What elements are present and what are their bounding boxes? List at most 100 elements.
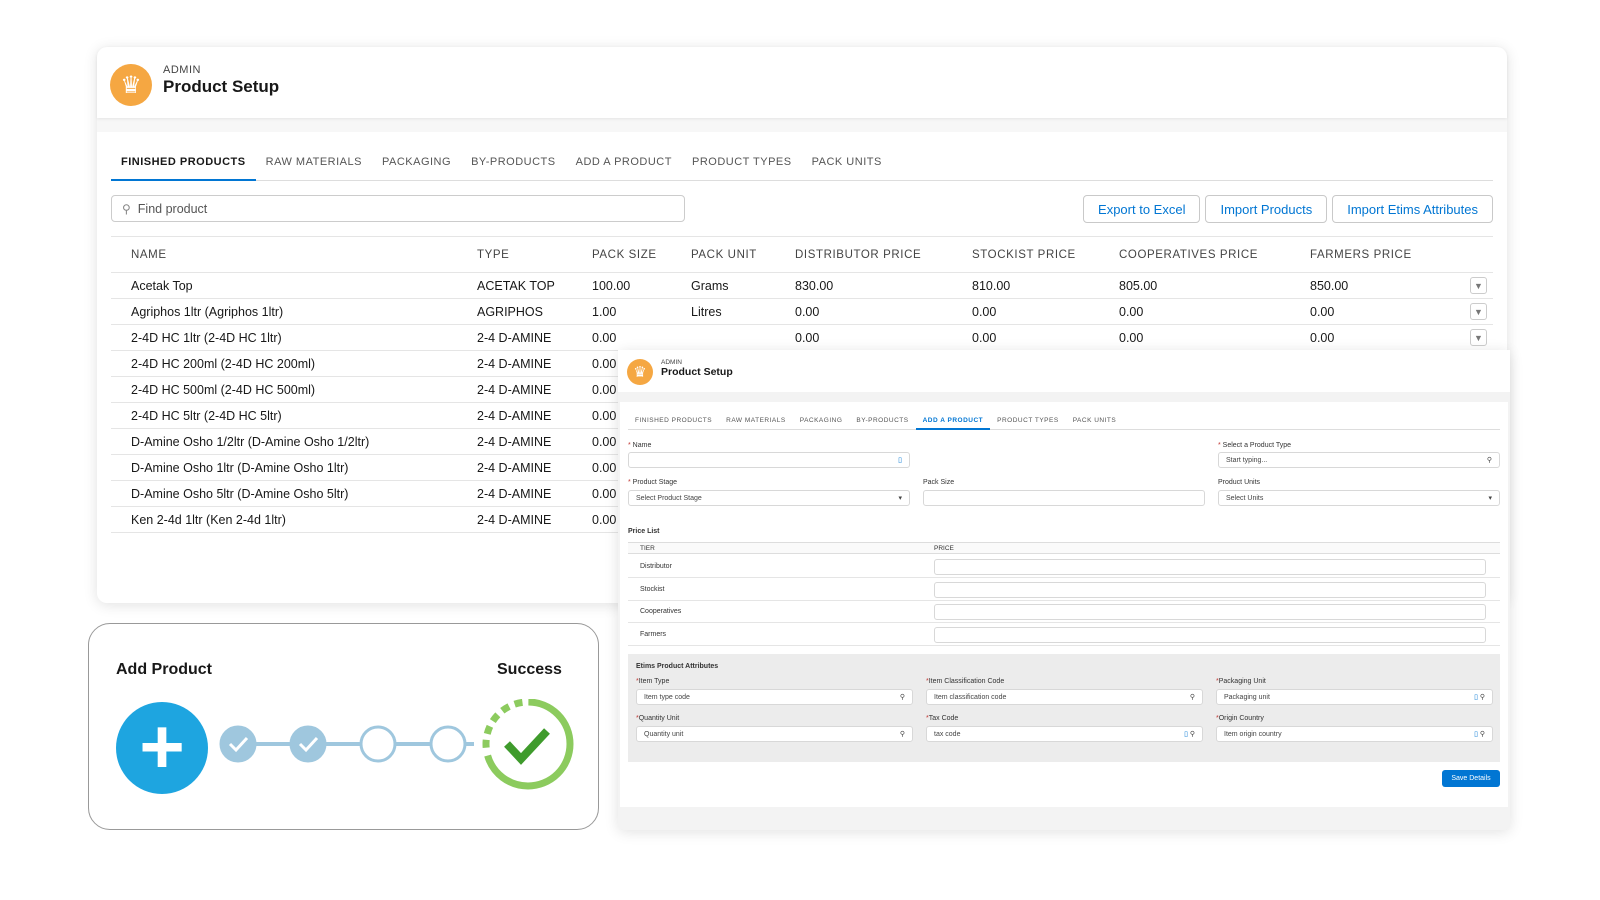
table-cell [671, 324, 775, 351]
import-products-button[interactable]: Import Products [1205, 195, 1328, 223]
etims-label: *Tax Code [926, 715, 959, 722]
column-header[interactable]: Farmers Price [1290, 236, 1450, 273]
tab-product-types[interactable]: Product Types [691, 156, 792, 168]
table-cell: D-Amine Osho 1/2ltr (D-Amine Osho 1/2ltr… [111, 428, 457, 455]
row-menu-chevron-icon[interactable]: ▼ [1470, 329, 1487, 346]
save-details-button[interactable]: Save Details [1442, 770, 1500, 787]
crown-icon: ♛ [110, 64, 152, 106]
step-pending-icon [429, 725, 467, 763]
table-cell: 2-4 D-AMINE [457, 402, 572, 429]
table-cell: Acetak Top [111, 272, 457, 299]
table-cell: 2-4 D-AMINE [457, 506, 572, 533]
row-menu-chevron-icon[interactable]: ▼ [1470, 303, 1487, 320]
table-cell: 850.00 [1290, 272, 1450, 299]
tab-by-products[interactable]: By-Products [471, 156, 556, 168]
etims-field[interactable]: Item type code ⚲ [636, 689, 913, 705]
overlay-tab-finished-products[interactable]: Finished Products [635, 417, 713, 424]
step-complete-icon [219, 725, 257, 763]
tab-packaging[interactable]: Packaging [381, 156, 452, 168]
row-menu-chevron-icon[interactable]: ▼ [1470, 277, 1487, 294]
etims-field[interactable]: Item classification code ⚲ [926, 689, 1203, 705]
column-header[interactable]: Stockist Price [952, 236, 1099, 273]
table-cell: Litres [671, 298, 775, 325]
table-cell: 805.00 [1099, 272, 1290, 299]
column-header[interactable]: Name [111, 236, 457, 273]
product-stage-select[interactable]: Select Product Stage ▾ [628, 490, 910, 506]
overlay-tab-by-products[interactable]: By-Products [856, 417, 909, 424]
price-input[interactable] [934, 604, 1486, 620]
table-row[interactable]: Agriphos 1ltr (Agriphos 1ltr) AGRIPHOS 1.0… [111, 298, 1493, 325]
tab-add-a-product[interactable]: Add a Product [575, 156, 672, 168]
tab-finished-products[interactable]: Finished Products [111, 147, 256, 181]
table-cell: 0.00 [1099, 324, 1290, 351]
table-cell: 1.00 [572, 298, 671, 325]
import-etims-button[interactable]: Import Etims Attributes [1332, 195, 1493, 223]
price-column-header: Price [934, 545, 954, 552]
table-cell: 0.00 [952, 298, 1099, 325]
table-cell: Grams [671, 272, 775, 299]
search-input[interactable]: ⚲ Find product [111, 195, 685, 222]
table-cell: 0.00 [572, 324, 671, 351]
overlay-tab-raw-materials[interactable]: Raw Materials [726, 417, 786, 424]
table-cell: 0.00 [1099, 298, 1290, 325]
step-pending-icon [359, 725, 397, 763]
etims-label: *Packaging Unit [1216, 678, 1266, 685]
table-cell: D-Amine Osho 5ltr (D-Amine Osho 5ltr) [111, 480, 457, 507]
product-type-field[interactable]: Start typing... ⚲ [1218, 452, 1500, 468]
tab-pack-units[interactable]: Pack Units [811, 156, 882, 168]
column-header[interactable]: Pack Unit [671, 236, 775, 273]
page-title: Product Setup [163, 77, 280, 96]
table-cell: 830.00 [775, 272, 952, 299]
plus-icon: + [116, 702, 208, 794]
table-cell: 2-4 D-AMINE [457, 350, 572, 377]
price-row: Distributor [628, 556, 1500, 578]
export-excel-button[interactable]: Export to Excel [1083, 195, 1201, 223]
product-units-select[interactable]: Select Units ▾ [1218, 490, 1500, 506]
table-cell: 2-4D HC 500ml (2-4D HC 500ml) [111, 376, 457, 403]
search-icon: ▯ ⚲ [1474, 694, 1485, 701]
form-body: Finished Products Raw Materials Packaging B… [620, 402, 1508, 807]
price-input[interactable] [934, 559, 1486, 575]
product-stage-label: * Product Stage [628, 479, 678, 486]
product-type-label: * Select a Product Type [1218, 442, 1292, 449]
table-row[interactable]: Acetak Top ACETAK TOP 100.00 Grams 830.00 810… [111, 272, 1493, 299]
table-cell: 0.00 [1290, 324, 1450, 351]
table-cell: Agriphos 1ltr (Agriphos 1ltr) [111, 298, 457, 325]
table-cell: 2-4D HC 5ltr (2-4D HC 5ltr) [111, 402, 457, 429]
overlay-tab-add-a-product[interactable]: Add a Product [915, 414, 991, 430]
flow-start-label: Add Product [116, 661, 212, 678]
column-header[interactable]: Distributor Price [775, 236, 952, 273]
overlay-tab-pack-units[interactable]: Pack Units [1072, 417, 1117, 424]
price-input[interactable] [934, 626, 1486, 643]
overlay-tab-product-types[interactable]: Product Types [997, 417, 1059, 424]
add-product-panel: ♛ ADMIN Product Setup Finished Products R… [618, 350, 1510, 830]
progress-steps [219, 699, 574, 790]
etims-field[interactable]: Quantity unit ⚲ [636, 726, 913, 742]
etims-label: *Item Classification Code [926, 678, 1005, 685]
action-buttons: Export to Excel Import Products Import E… [1083, 195, 1493, 223]
table-cell: 2-4 D-AMINE [457, 480, 572, 507]
header-eyebrow: ADMIN [661, 359, 682, 366]
tab-raw-materials[interactable]: Raw Materials [265, 156, 362, 168]
price-row: Cooperatives [628, 601, 1500, 623]
tier-label: Farmers [640, 630, 667, 638]
table-row[interactable]: 2-4D HC 1ltr (2-4D HC 1ltr) 2-4 D-AMINE 0.… [111, 324, 1493, 351]
column-header[interactable]: Cooperatives Price [1099, 236, 1290, 273]
price-input[interactable] [934, 581, 1486, 598]
etims-field[interactable]: tax code ▯ ⚲ [926, 726, 1203, 742]
overlay-tab-packaging[interactable]: Packaging [799, 417, 843, 424]
name-field[interactable]: ▯ [628, 452, 910, 468]
pack-size-field[interactable] [923, 490, 1205, 506]
etims-field[interactable]: Packaging unit ▯ ⚲ [1216, 689, 1493, 705]
table-cell: 0.00 [1290, 298, 1450, 325]
overlay-tab-bar: Finished Products Raw Materials Packaging B… [628, 414, 1500, 430]
success-check-icon [504, 728, 550, 765]
column-header[interactable]: Type [457, 236, 572, 273]
search-icon: ⚲ [899, 694, 905, 701]
dropdown-arrow-icon: ▾ [898, 495, 902, 502]
column-header[interactable]: Pack Size [572, 236, 671, 273]
etims-field[interactable]: Item origin country ▯ ⚲ [1216, 726, 1493, 742]
search-icon: ⚲ [122, 201, 131, 216]
table-cell: 2-4D HC 200ml (2-4D HC 200ml) [111, 350, 457, 377]
etims-section: Etims Product Attributes *Item Type Item … [628, 654, 1500, 762]
